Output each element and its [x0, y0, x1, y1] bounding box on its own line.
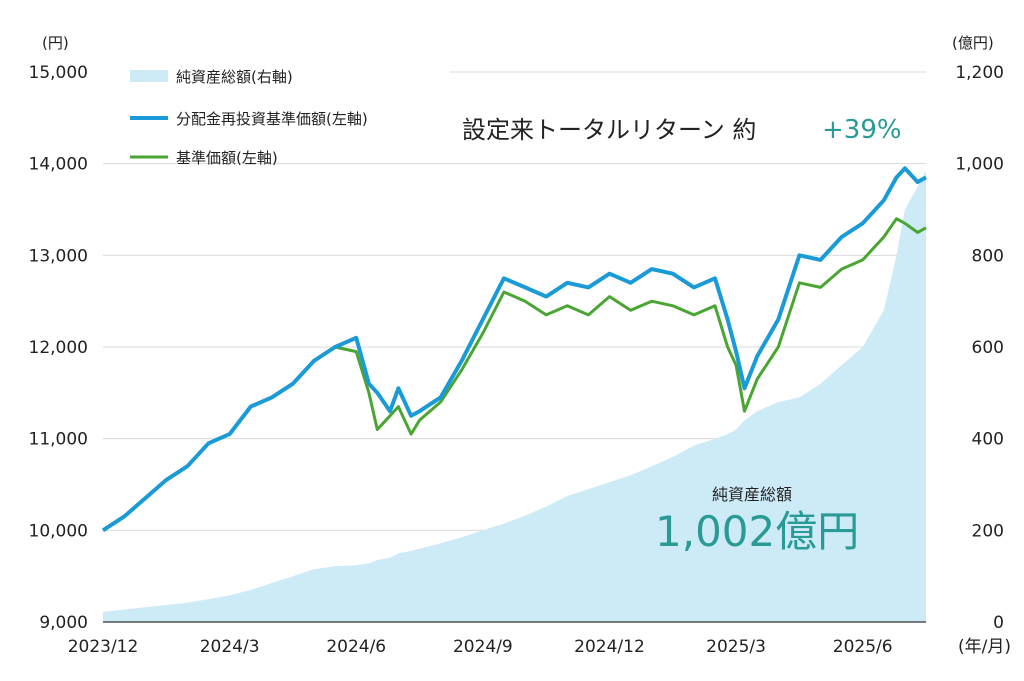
legend: 純資産総額(右軸) 分配金再投資基準価額(左軸) 基準価額(左軸) [130, 68, 368, 167]
right-axis-unit: (億円) [952, 34, 994, 52]
left-tick-label: 13,000 [29, 246, 88, 266]
legend-label-aum: 純資産総額(右軸) [176, 68, 293, 86]
reinvest-price-line [101, 166, 927, 532]
right-tick-label: 1,200 [955, 63, 1004, 83]
aum-area-series [103, 170, 926, 622]
left-tick-label: 10,000 [29, 521, 88, 541]
right-tick-label: 1,000 [955, 155, 1004, 175]
x-tick-label: 2025/6 [833, 637, 893, 657]
right-tick-label: 400 [972, 430, 1004, 450]
right-tick-label: 800 [972, 246, 1004, 266]
x-tick-label: 2024/12 [574, 637, 645, 657]
x-axis: 2023/12 2024/3 2024/6 2024/9 2024/12 2025/3 20… [68, 637, 893, 657]
left-tick-label: 14,000 [29, 155, 88, 175]
legend-swatch-aum [130, 70, 168, 82]
left-tick-label: 15,000 [29, 63, 88, 83]
aum-annotation-value: 1,002億円 [655, 507, 859, 556]
left-tick-label: 11,000 [29, 430, 88, 450]
total-return-headline: 設定来トータルリターン 約 [462, 116, 756, 144]
x-tick-label: 2023/12 [68, 637, 139, 657]
legend-label-reinvest: 分配金再投資基準価額(左軸) [176, 110, 368, 128]
legend-label-base: 基準価額(左軸) [176, 149, 278, 167]
x-tick-label: 2024/9 [453, 637, 513, 657]
x-tick-label: 2024/3 [200, 637, 260, 657]
x-tick-label: 2025/3 [706, 637, 766, 657]
left-axis: 9,000 10,000 11,000 12,000 13,000 14,000 15,00… [29, 63, 88, 633]
left-tick-label: 12,000 [29, 338, 88, 358]
x-axis-unit: (年/月) [958, 637, 1011, 657]
right-tick-label: 0 [993, 613, 1004, 633]
x-tick-label: 2024/6 [326, 637, 386, 657]
right-axis: 0 200 400 600 800 1,000 1,200 [955, 63, 1004, 633]
aum-annotation-label: 純資産総額 [712, 485, 792, 504]
left-tick-label: 9,000 [39, 613, 88, 633]
left-axis-unit: (円) [42, 34, 69, 52]
total-return-value: +39% [822, 115, 902, 145]
right-tick-label: 200 [972, 521, 1004, 541]
right-tick-label: 600 [972, 338, 1004, 358]
